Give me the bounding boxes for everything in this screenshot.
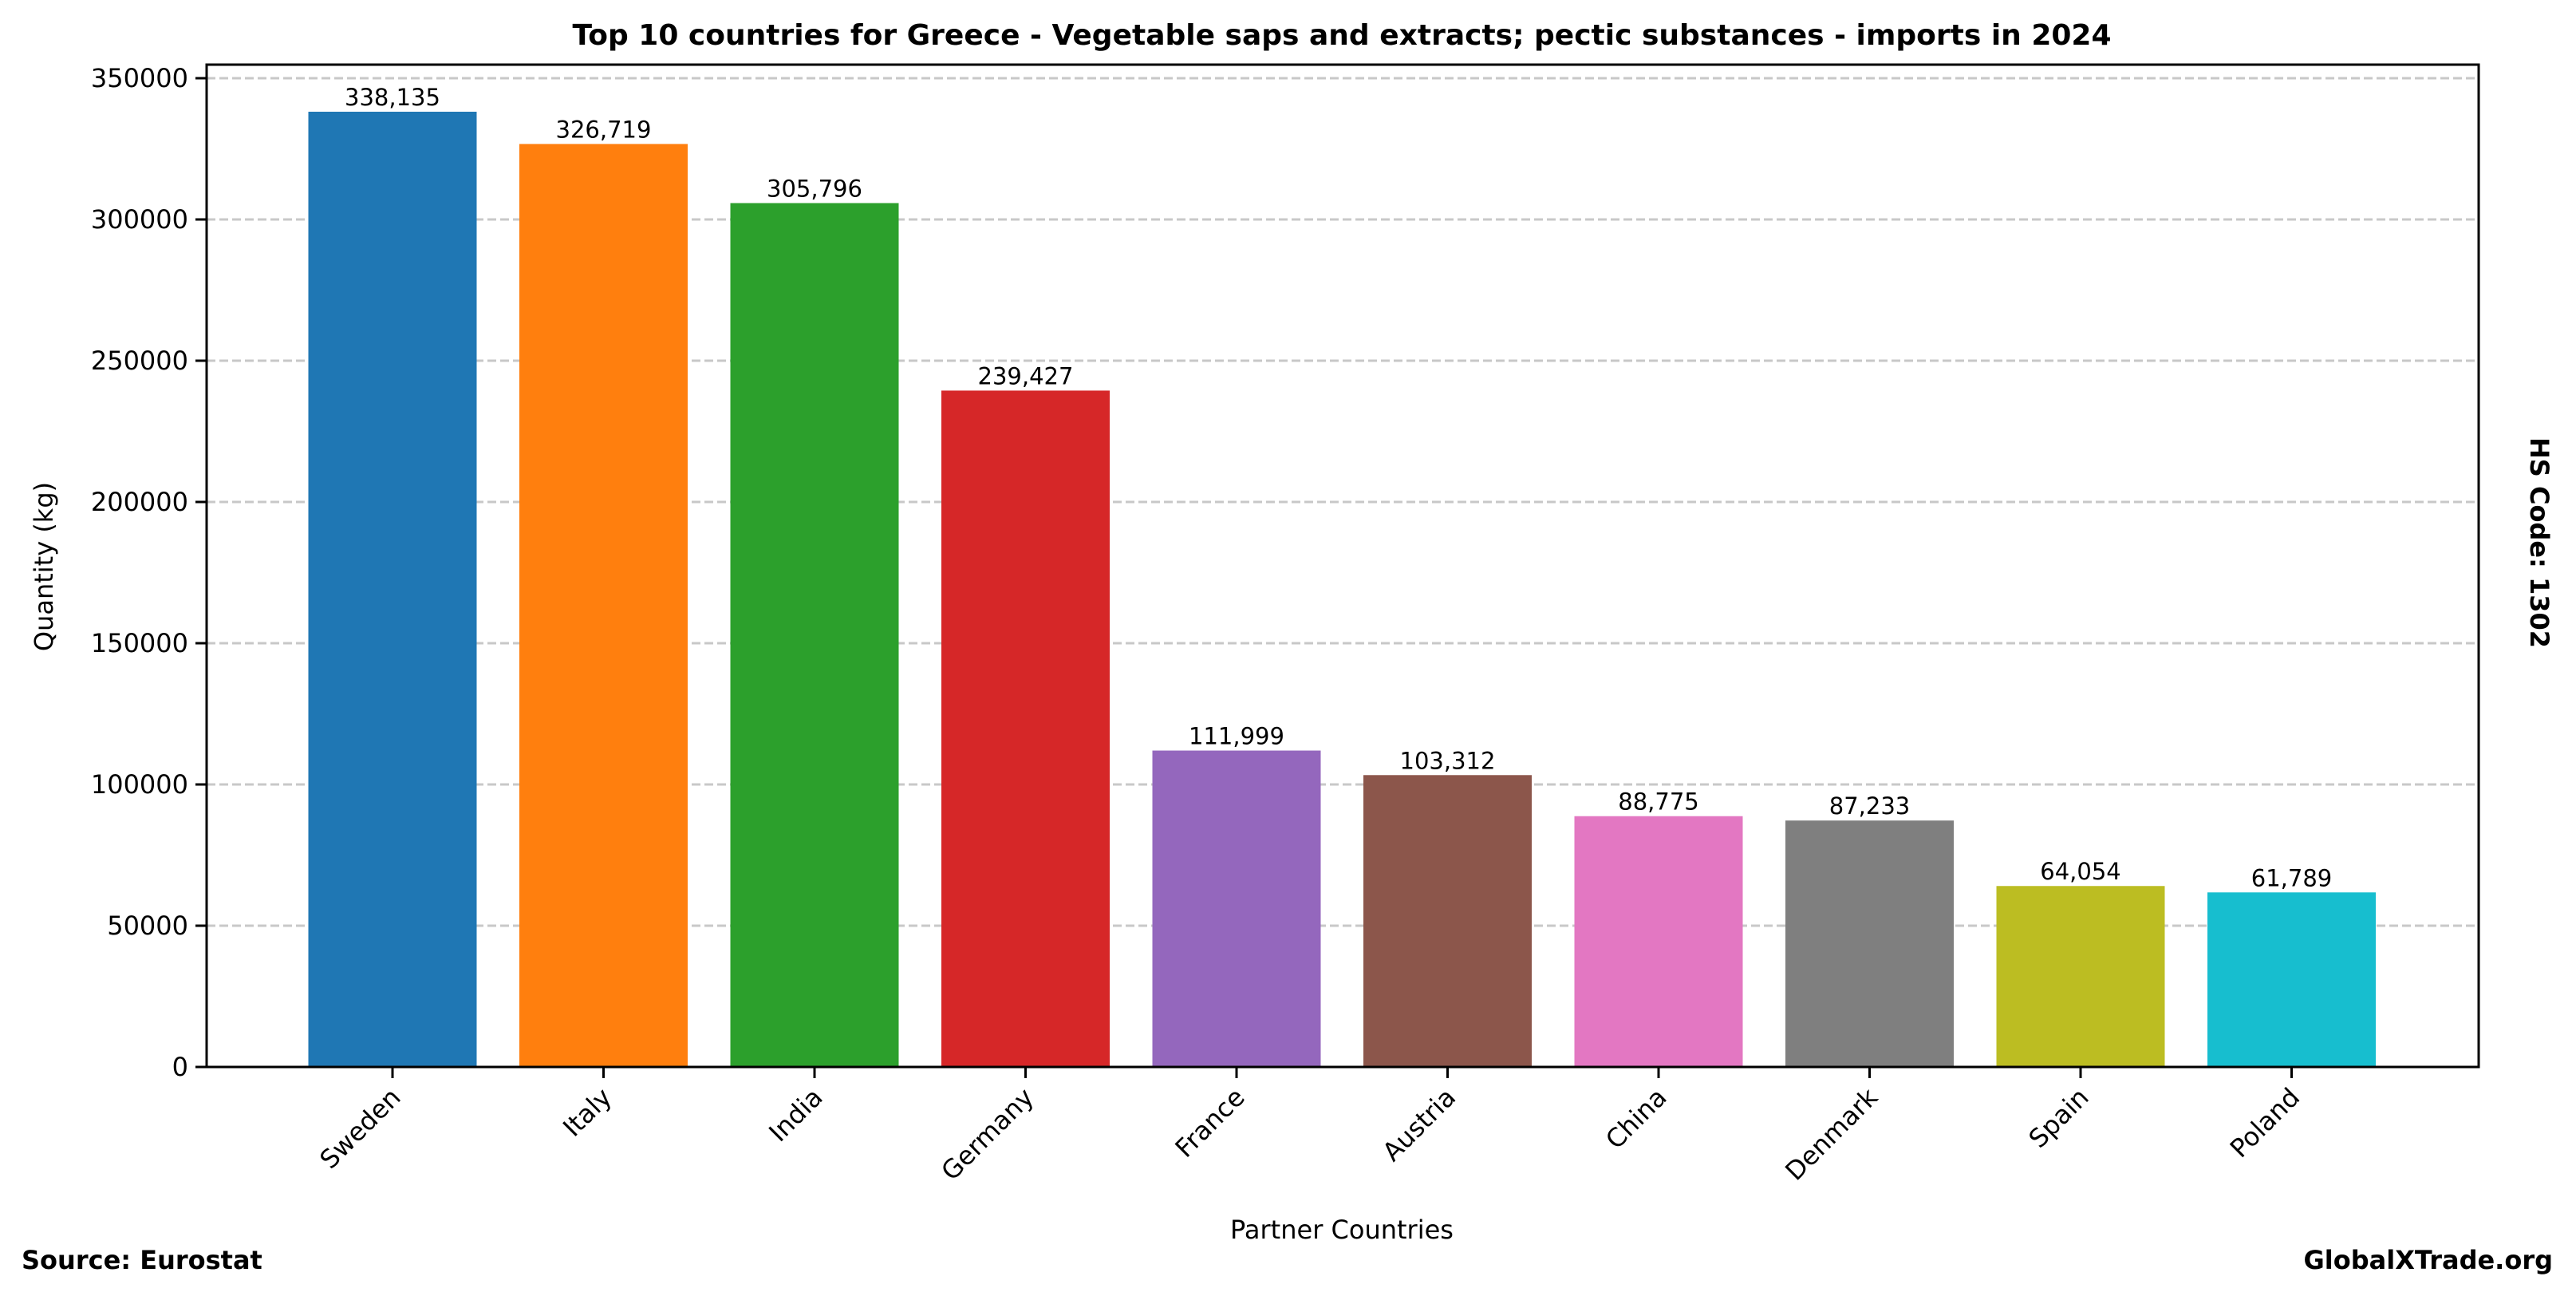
y-tick-label: 100000 bbox=[91, 769, 188, 800]
y-tick-label: 300000 bbox=[91, 204, 188, 235]
bar-sweden bbox=[308, 112, 477, 1068]
plot-frame bbox=[205, 63, 2480, 1069]
x-tick-label: Poland bbox=[2224, 1082, 2306, 1164]
y-tick-label: 350000 bbox=[91, 63, 188, 93]
x-tick-label: China bbox=[1600, 1082, 1673, 1156]
bar-spain bbox=[1996, 886, 2165, 1067]
bar-india bbox=[730, 203, 899, 1067]
x-axis-label: Partner Countries bbox=[1230, 1215, 1454, 1245]
y-axis-label: Quantity (kg) bbox=[29, 482, 59, 651]
value-label: 87,233 bbox=[1829, 792, 1910, 820]
bar-poland bbox=[2207, 892, 2376, 1067]
x-tick-label: Germany bbox=[935, 1082, 1039, 1187]
value-label: 338,135 bbox=[345, 84, 440, 111]
value-label: 305,796 bbox=[767, 175, 862, 202]
value-label: 88,775 bbox=[1618, 788, 1698, 816]
y-tick-label: 250000 bbox=[91, 346, 188, 376]
y-tick-label: 50000 bbox=[107, 911, 188, 941]
value-label: 103,312 bbox=[1400, 747, 1496, 774]
value-label: 239,427 bbox=[978, 362, 1074, 389]
source-annotation: Source: Eurostat bbox=[22, 1245, 262, 1275]
x-tick-label: Spain bbox=[2023, 1082, 2095, 1154]
site-annotation: GlobalXTrade.org bbox=[2304, 1245, 2553, 1275]
bar-china bbox=[1574, 816, 1743, 1067]
y-tick-label: 0 bbox=[172, 1052, 188, 1082]
value-label: 111,999 bbox=[1189, 723, 1284, 750]
bar-germany bbox=[941, 390, 1110, 1067]
x-tick-label: India bbox=[763, 1082, 828, 1148]
x-tick-label: Denmark bbox=[1779, 1081, 1884, 1186]
x-tick-label: France bbox=[1170, 1082, 1251, 1164]
value-label: 61,789 bbox=[2251, 864, 2332, 891]
y-tick-label: 200000 bbox=[91, 487, 188, 517]
bar-austria bbox=[1363, 775, 1532, 1067]
value-label: 64,054 bbox=[2040, 858, 2120, 885]
chart-title: Top 10 countries for Greece - Vegetable … bbox=[572, 19, 2111, 52]
bar-denmark bbox=[1785, 820, 1954, 1067]
y-tick-label: 150000 bbox=[91, 628, 188, 658]
x-tick-label: Sweden bbox=[314, 1082, 406, 1175]
hs-code-annotation: HS Code: 1302 bbox=[2524, 437, 2554, 648]
x-tick-label: Italy bbox=[557, 1082, 617, 1143]
x-tick-label: Austria bbox=[1376, 1082, 1462, 1168]
bar-italy bbox=[519, 144, 688, 1067]
bar-france bbox=[1152, 750, 1321, 1067]
value-label: 326,719 bbox=[556, 116, 652, 143]
